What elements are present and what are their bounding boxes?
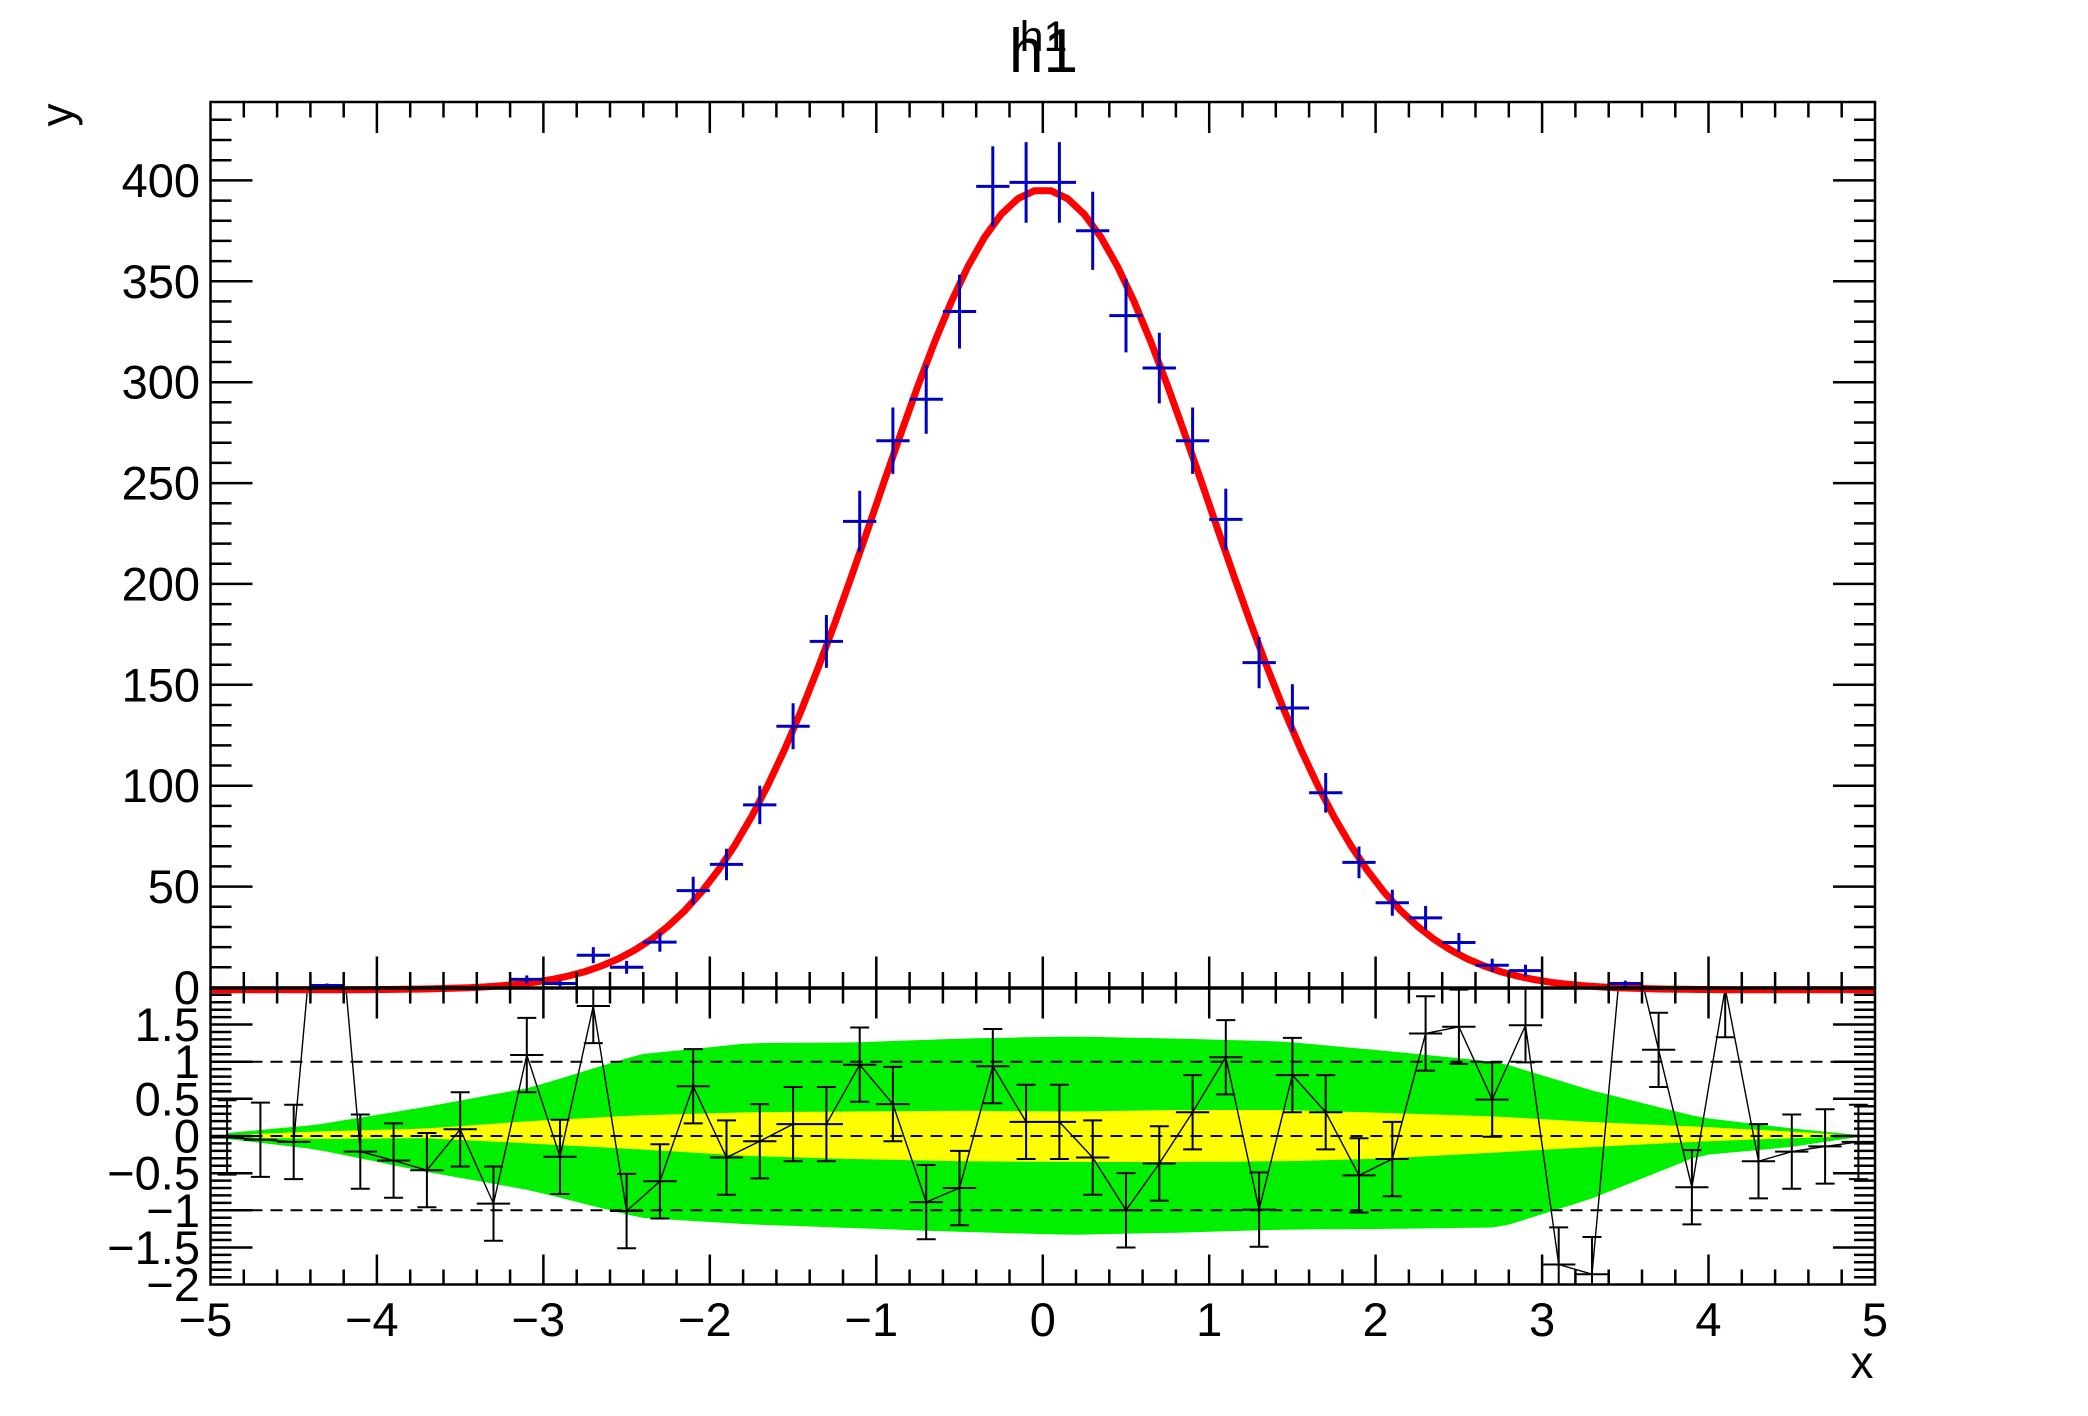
svg-text:100: 100	[122, 759, 200, 812]
svg-text:−2: −2	[146, 1258, 200, 1311]
svg-text:250: 250	[122, 457, 200, 510]
svg-text:x: x	[1851, 1336, 1874, 1388]
svg-text:−2: −2	[678, 1293, 732, 1346]
svg-text:0: 0	[174, 961, 200, 1014]
svg-text:−1.5: −1.5	[107, 1221, 200, 1274]
svg-text:1: 1	[174, 1035, 200, 1088]
svg-text:400: 400	[122, 154, 200, 207]
svg-text:300: 300	[122, 356, 200, 409]
svg-text:−4: −4	[345, 1293, 399, 1346]
svg-text:y: y	[31, 104, 83, 127]
svg-text:350: 350	[122, 255, 200, 308]
svg-text:−1: −1	[146, 1184, 200, 1237]
svg-text:−3: −3	[512, 1293, 566, 1346]
svg-text:−1: −1	[845, 1293, 899, 1346]
svg-text:200: 200	[122, 557, 200, 610]
svg-text:−0.5: −0.5	[107, 1147, 200, 1200]
svg-text:4: 4	[1695, 1293, 1721, 1346]
svg-text:5: 5	[1862, 1293, 1888, 1346]
svg-text:1.5: 1.5	[135, 998, 200, 1051]
svg-text:h1: h1	[1020, 13, 1068, 61]
svg-text:150: 150	[122, 658, 200, 711]
svg-text:2: 2	[1363, 1293, 1389, 1346]
svg-text:h1: h1	[1009, 17, 1078, 86]
svg-text:1: 1	[1196, 1293, 1222, 1346]
svg-text:3: 3	[1529, 1293, 1555, 1346]
svg-text:0: 0	[174, 1110, 200, 1163]
svg-text:50: 50	[148, 860, 200, 913]
svg-text:0: 0	[1030, 1293, 1056, 1346]
svg-text:0.5: 0.5	[135, 1072, 200, 1125]
svg-text:−5: −5	[179, 1293, 233, 1346]
